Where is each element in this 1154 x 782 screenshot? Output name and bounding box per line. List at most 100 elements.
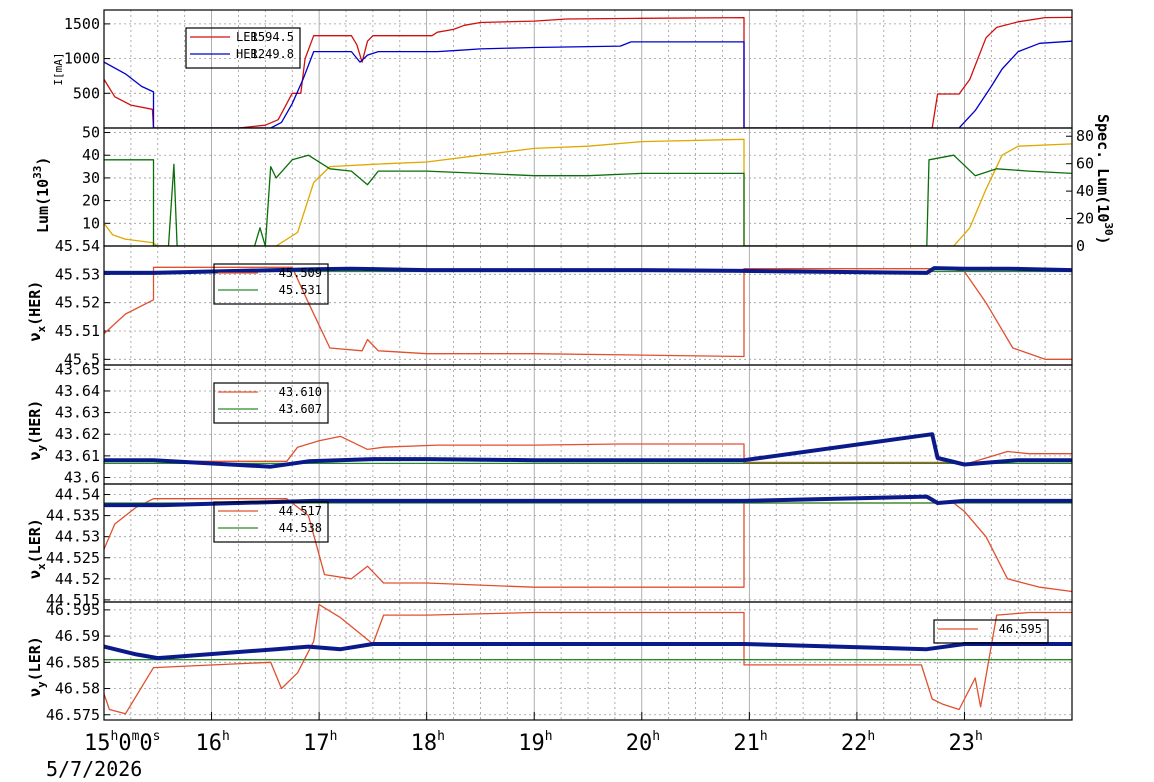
series-meas (104, 494, 1072, 508)
legend-value: 1594.5 (251, 30, 294, 44)
panel-frame (103, 601, 1073, 721)
legend-box (213, 382, 329, 424)
y-tick-label: 30 (82, 169, 100, 187)
legend: 46.595 (933, 619, 1049, 644)
legend-value: 45.509 (279, 266, 322, 280)
series-group (104, 266, 1072, 360)
y-tick-label: 44.52 (55, 570, 100, 588)
legend-label: LER (236, 30, 258, 44)
panel-nux_her: 45.545.5145.5245.5345.54νx(HER)45.50945.… (26, 237, 1073, 368)
y-axis-label: I[mA] (52, 52, 65, 85)
series-group (104, 603, 1072, 715)
legend-label: HER (236, 47, 258, 61)
y-tick-label: 10 (82, 214, 100, 232)
x-tick-label: 20h (626, 729, 660, 756)
x-tick-label: 19h (518, 729, 552, 756)
date-label: 5/7/2026 (46, 757, 142, 781)
right-tick-label: 80 (1076, 127, 1094, 145)
panel-nux_ler: 44.515 44.52 44.525 44.53 44.535 44.54 νx(LER)… (26, 483, 1073, 609)
panel-nuy_ler: 46.575 46.58 46.585 46.59 46.595 νy(LER) 46.59… (26, 601, 1073, 724)
x-tick-label: 15h0m0s (84, 729, 160, 756)
series-group (104, 432, 1072, 469)
y-tick-label: 45.52 (55, 294, 100, 312)
series-set (104, 266, 1072, 360)
panel-nuy_her: 43.6 43.61 43.62 43.63 43.64 43.65 νy(HER) 43.6… (26, 360, 1073, 487)
y-tick-label: 20 (82, 192, 100, 210)
legend-value: 43.607 (279, 402, 322, 416)
y-tick-label: 43.6 (64, 469, 100, 487)
y-tick-label: 40 (82, 146, 100, 164)
legend-box (933, 619, 1049, 644)
legend-value: 46.595 (999, 622, 1042, 636)
y-tick-label: 43.65 (55, 360, 100, 378)
legend-box (185, 27, 301, 69)
series-lum (104, 138, 1072, 246)
time-axis: 15h0m0s 16h 17h 18h 19h 20h 21h 22h 23h 5/7/2026 (46, 712, 983, 781)
series-meas (104, 266, 1072, 275)
legend-value: 1249.8 (251, 47, 294, 61)
y-tick-label: 44.515 (46, 591, 100, 609)
legend: 43.610 43.607 (213, 382, 329, 424)
right-tick-label: 40 (1076, 182, 1094, 200)
y-axis-label: νy(LER) (26, 636, 48, 697)
series-her (104, 40, 1072, 128)
y-axis-label: νy(HER) (26, 400, 48, 461)
series-spec-lum (104, 154, 1072, 246)
y-tick-label: 50 (82, 124, 100, 142)
legend-box (213, 501, 329, 543)
legend-value: 44.538 (279, 521, 322, 535)
x-tick-label: 21h (733, 729, 767, 756)
y-tick-label: 45.51 (55, 322, 100, 340)
legend: 45.509 45.531 (213, 263, 329, 305)
series-ler (104, 16, 1072, 128)
y-tick-label: 46.575 (46, 706, 100, 724)
y-tick-label: 44.53 (55, 528, 100, 546)
y-tick-label: 44.54 (55, 486, 100, 504)
series-meas (104, 432, 1072, 469)
legend: 44.517 44.538 (213, 501, 329, 543)
x-tick-label: 17h (303, 729, 337, 756)
y-axis-label: Lum(1033) (31, 157, 52, 233)
y-tick-label: 1000 (64, 50, 100, 68)
legend-value: 45.531 (279, 283, 322, 297)
y-tick-label: 1500 (64, 15, 100, 33)
y-tick-label: 43.62 (55, 425, 100, 443)
y-tick-label: 43.61 (55, 447, 100, 465)
series-group (104, 16, 1072, 128)
x-tick-label: 18h (411, 729, 445, 756)
series-set (104, 435, 1072, 466)
y-tick-label: 43.64 (55, 382, 100, 400)
right-tick-label: 20 (1076, 210, 1094, 228)
panel-luminosity: 10 20 30 40 50 0 20 40 60 80 Spec. Lum(1030) Lum(10… (31, 114, 1115, 255)
y-tick-label: 45.54 (55, 237, 100, 255)
right-axis-label: Spec. Lum(1030) (1094, 114, 1115, 245)
legend-value: 44.517 (279, 504, 322, 518)
x-tick-label: 23h (948, 729, 982, 756)
y-axis-label: νx(LER) (26, 518, 48, 579)
x-tick-label: 22h (841, 729, 875, 756)
right-tick-label: 60 (1076, 155, 1094, 173)
x-tick-label: 16h (196, 729, 230, 756)
y-axis-label: νx(HER) (26, 281, 48, 342)
y-tick-label: 46.59 (55, 627, 100, 645)
series-set (104, 498, 1072, 593)
y-tick-label: 44.535 (46, 507, 100, 525)
legend-value: 43.610 (279, 385, 322, 399)
chart-panels: 50010001500I[mA]LER1594.5HER1249.8102030… (26, 9, 1115, 724)
y-tick-label: 46.585 (46, 653, 100, 671)
series-set (104, 603, 1072, 715)
y-tick-label: 500 (73, 84, 100, 102)
y-tick-label: 46.595 (46, 601, 100, 619)
series-group (104, 138, 1072, 246)
series-meas (104, 642, 1072, 661)
right-tick-label: 0 (1076, 237, 1085, 255)
legend-box (213, 263, 329, 305)
y-tick-label: 43.63 (55, 404, 100, 422)
y-tick-label: 45.53 (55, 265, 100, 283)
y-tick-label: 45.5 (64, 350, 100, 368)
y-tick-label: 44.525 (46, 549, 100, 567)
y-tick-label: 46.58 (55, 680, 100, 698)
